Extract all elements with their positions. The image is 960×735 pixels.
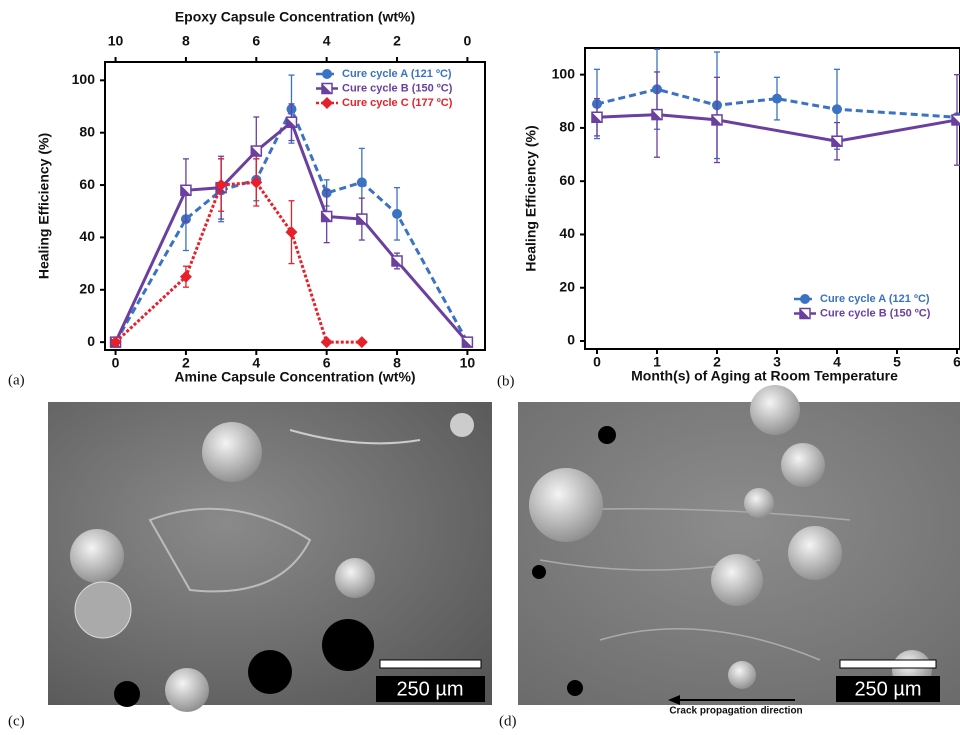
marker [800,294,810,304]
marker [285,226,297,238]
figure: 250 µm 250 µm Crack propagation directio… [0,0,960,735]
series [592,72,960,165]
sem-feature [788,526,842,580]
marker [321,97,333,109]
sem-feature [728,661,756,689]
scale-bar-label: 250 µm [854,678,921,700]
sem-feature [70,529,124,583]
scale-bar [380,660,481,668]
marker [286,117,296,127]
series [110,159,368,348]
y-tick-label: 40 [559,225,575,241]
series [592,49,960,158]
marker [322,69,332,79]
x-tick-label: 6 [953,354,960,370]
legend-label: Cure cycle A (121 ºC) [820,293,930,305]
sem-feature [322,619,374,671]
marker [800,309,810,319]
y-tick-label: 60 [559,172,575,188]
marker [357,177,367,187]
sem-feature [335,558,375,598]
y-tick-label: 80 [559,119,575,135]
marker [181,185,191,195]
sem-feature [75,582,131,638]
x2-tick-label: 8 [182,33,190,49]
marker [322,84,332,94]
sem-feature [202,422,262,482]
x-axis-title: Amine Capsule Concentration (wt%) [174,369,415,385]
y-tick-label: 100 [552,65,576,81]
x-tick-label: 10 [460,355,476,371]
sem-feature [532,565,546,579]
sem-feature [598,426,616,444]
x-tick-label: 0 [593,354,601,370]
legend-label: Cure cycle B (150 ºC) [820,307,931,319]
sem-image-d [518,385,960,705]
marker [772,94,782,104]
y-tick-label: 20 [79,280,95,296]
sem-feature [450,413,474,437]
x2-tick-label: 2 [393,33,401,49]
sem-feature [165,668,209,712]
marker [251,146,261,156]
sem-feature [248,650,292,694]
y-tick-label: 0 [567,332,575,348]
panel-label: (a) [8,372,25,388]
legend-label: Cure cycle A (121 ºC) [342,68,452,80]
sem-feature [567,680,583,696]
marker [462,337,472,347]
x2-tick-label: 0 [464,33,472,49]
top-axis-title: Epoxy Capsule Concentration (wt%) [175,9,415,25]
sem-feature [529,468,603,542]
marker [321,336,333,348]
marker [357,214,367,224]
y-axis-title: Healing Efficiency (%) [36,133,52,279]
marker [356,336,368,348]
y-tick-label: 60 [79,176,95,192]
y-tick-label: 0 [87,333,95,349]
x2-tick-label: 4 [323,33,331,49]
x-axis-title: Month(s) of Aging at Room Temperature [631,368,898,384]
marker [712,115,722,125]
scale-bar [840,660,936,668]
sem-feature [114,681,140,707]
x2-tick-label: 6 [252,33,260,49]
x-tick-label: 0 [112,355,120,371]
marker [392,256,402,266]
marker [652,110,662,120]
sem-feature [711,554,763,606]
legend-label: Cure cycle C (177 ºC) [342,97,453,109]
sem-feature [781,443,825,487]
panel-label: (b) [497,373,515,389]
x2-tick-label: 10 [108,33,124,49]
panel-label: (c) [8,713,25,729]
y-tick-label: 80 [79,123,95,139]
y-tick-label: 100 [72,71,96,87]
marker [592,112,602,122]
y-axis-title: Healing Efficiency (%) [523,125,539,271]
panel-label: (d) [499,713,517,729]
scale-bar-label: 250 µm [396,678,463,700]
sem-feature [750,385,800,435]
marker [392,209,402,219]
marker [952,115,960,125]
marker [832,104,842,114]
legend-label: Cure cycle B (150 ºC) [342,82,453,94]
annotation: Crack propagation direction [669,706,802,717]
y-tick-label: 20 [559,278,575,294]
y-tick-label: 40 [79,228,95,244]
sem-feature [744,488,774,518]
marker [832,136,842,146]
marker [322,211,332,221]
